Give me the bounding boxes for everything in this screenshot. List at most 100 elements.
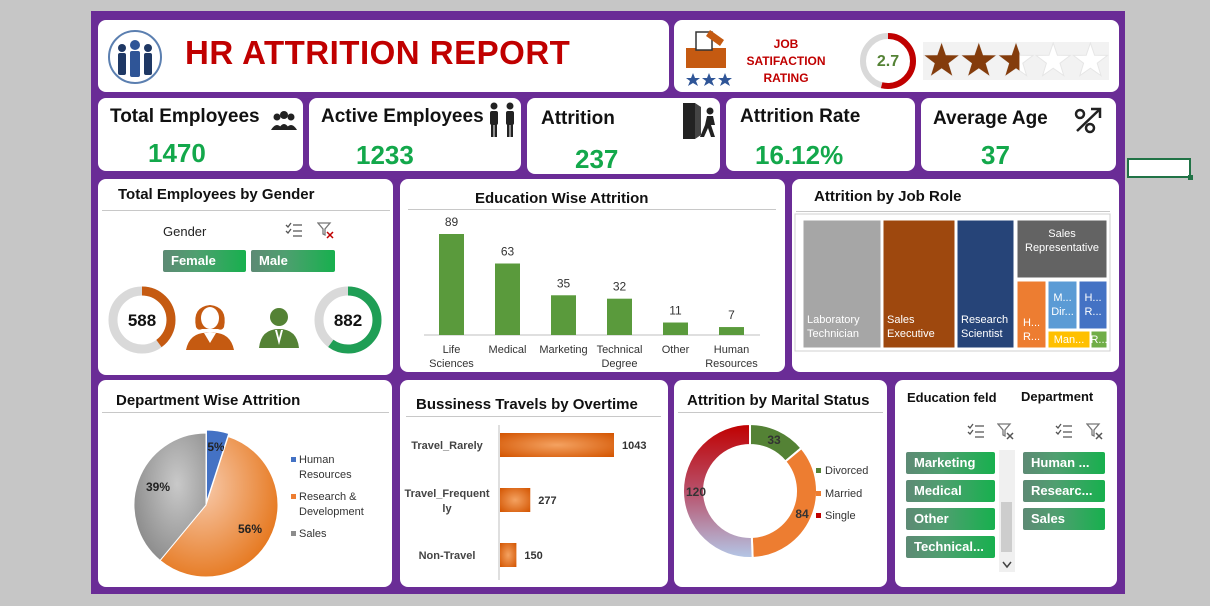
multi-select-icon[interactable] (285, 222, 303, 238)
education-slicer-title: Education feld (907, 390, 997, 405)
star-filled-icon (961, 43, 996, 76)
travel-bar-label: 277 (538, 495, 556, 507)
chevron-down-icon[interactable] (1002, 561, 1012, 569)
treemap-tile-label: Sales (1048, 228, 1076, 240)
slicer-department-sales[interactable]: Sales (1023, 508, 1105, 530)
treemap-tile[interactable] (1016, 219, 1108, 279)
department-chart-title: Department Wise Attrition (116, 392, 301, 409)
percent-arrow-icon (1074, 107, 1102, 134)
department-pie-slice[interactable] (133, 432, 207, 562)
education-bar-label: 11 (669, 304, 682, 318)
ballot-box-icon (686, 30, 732, 86)
male-person-icon (259, 308, 299, 348)
kpi-label: Total Employees (110, 106, 260, 127)
job-role-title: Attrition by Job Role (814, 188, 962, 205)
department-legend-label: Human (299, 454, 334, 466)
treemap-tile[interactable] (1047, 280, 1078, 330)
travel-bar-label: 1043 (622, 440, 646, 452)
treemap-tile[interactable] (1016, 280, 1047, 349)
female-count: 588 (128, 311, 156, 330)
slicer-department-hr[interactable]: Human ... (1023, 452, 1105, 474)
slicer-education-other[interactable]: Other (906, 508, 995, 530)
marital-donut-slice[interactable] (750, 446, 818, 559)
treemap-tile[interactable] (956, 219, 1015, 349)
kpi-attrition: Attrition 237 (527, 98, 720, 174)
slicer-education-technical[interactable]: Technical... (906, 536, 995, 558)
marital-slice-label: 84 (795, 507, 809, 521)
education-scrollbar[interactable] (999, 450, 1015, 572)
slicer-education-marketing[interactable]: Marketing (906, 452, 995, 474)
education-bar[interactable] (439, 234, 464, 335)
slicers-card: Education feld Department Marketing Medi… (895, 380, 1117, 587)
slicer-department-research[interactable]: Researc... (1023, 480, 1105, 502)
treemap-tile[interactable] (802, 219, 882, 349)
gender-slicer-label: Gender (163, 224, 207, 239)
travel-category-label: Non-Travel (419, 550, 476, 562)
education-bar[interactable] (719, 327, 744, 335)
education-bar-label: 7 (728, 308, 735, 322)
marital-donut-chart: 33 84 120 Divorced Married Single (682, 422, 868, 559)
travel-category-label: Travel_Rarely (411, 440, 483, 452)
education-category-label: Other (662, 344, 690, 356)
team-logo-icon (108, 30, 162, 84)
selected-cell[interactable] (1127, 158, 1193, 180)
department-pie-slice[interactable] (205, 429, 230, 503)
marital-legend-label: Divorced (825, 465, 868, 477)
slicer-education-medical[interactable]: Medical (906, 480, 995, 502)
department-pie-slice[interactable] (159, 435, 279, 578)
legend-swatch (291, 457, 296, 462)
department-multi-select-icon[interactable] (1055, 423, 1073, 439)
legend-swatch (291, 494, 296, 499)
job-satisfaction-card: JOB SATIFACTION RATING 2.7 (674, 20, 1119, 92)
education-multi-select-icon[interactable] (967, 423, 985, 439)
education-bar[interactable] (551, 295, 576, 335)
travel-bar[interactable] (500, 543, 517, 567)
female-donut: 588 (108, 286, 176, 354)
kpi-label: Active Employees (321, 106, 484, 127)
education-bar-chart: 89 Life Sciences 63 Medical 35 Marketing 32 Tech… (424, 215, 760, 370)
treemap-tile[interactable] (882, 219, 956, 349)
treemap-tile-label: Research (961, 314, 1008, 326)
education-category-label: Technical (597, 344, 643, 356)
education-bar[interactable] (495, 263, 520, 335)
education-bar-label: 32 (613, 280, 627, 294)
marital-donut-slice[interactable] (682, 422, 754, 559)
kpi-active-employees: Active Employees 1233 (309, 98, 521, 171)
rating-gauge: 2.7 (860, 33, 916, 89)
star-empty-icon (1034, 42, 1072, 77)
department-pie-chart: 5% 56% 39% Human Resources Research & Develop… (133, 429, 364, 578)
department-clear-filter-icon[interactable] (1086, 423, 1104, 440)
scrollbar-thumb[interactable] (1001, 502, 1012, 552)
treemap-tile-label: R... (1090, 334, 1107, 346)
education-bar[interactable] (607, 298, 632, 335)
slicer-male-button[interactable]: Male (251, 250, 335, 272)
treemap-tile-label: Man... (1054, 334, 1085, 346)
clear-filter-icon[interactable] (317, 222, 335, 239)
treemap-tile[interactable] (1047, 330, 1091, 349)
treemap-tile[interactable] (1090, 330, 1108, 349)
male-donut: 882 (314, 286, 382, 354)
slicer-female-button[interactable]: Female (163, 250, 246, 272)
treemap-tile[interactable] (1078, 280, 1108, 330)
education-bar[interactable] (663, 322, 688, 335)
department-slice-label: 39% (146, 480, 170, 494)
male-count: 882 (334, 311, 362, 330)
job-role-treemap: Laboratory Technician Sales Executive Resear… (794, 213, 1111, 352)
legend-swatch (816, 468, 821, 473)
education-clear-filter-icon[interactable] (997, 423, 1015, 440)
marital-chart-title: Attrition by Marital Status (687, 392, 870, 409)
department-slice-label: 5% (207, 440, 225, 454)
treemap-tile-label: Executive (887, 328, 935, 340)
legend-swatch (291, 531, 296, 536)
people-icon (271, 111, 297, 130)
travel-bar[interactable] (500, 488, 531, 512)
travel-bar[interactable] (500, 433, 614, 457)
kpi-attrition-rate: Attrition Rate 16.12% (726, 98, 915, 171)
female-person-icon (186, 305, 234, 350)
gender-card: Total Employees by Gender Gender Female … (98, 179, 393, 375)
rating-stars (923, 42, 1109, 80)
department-slice-label: 56% (238, 522, 262, 536)
star-filled-icon (924, 43, 959, 76)
treemap-tile-label: Technician (807, 328, 859, 340)
